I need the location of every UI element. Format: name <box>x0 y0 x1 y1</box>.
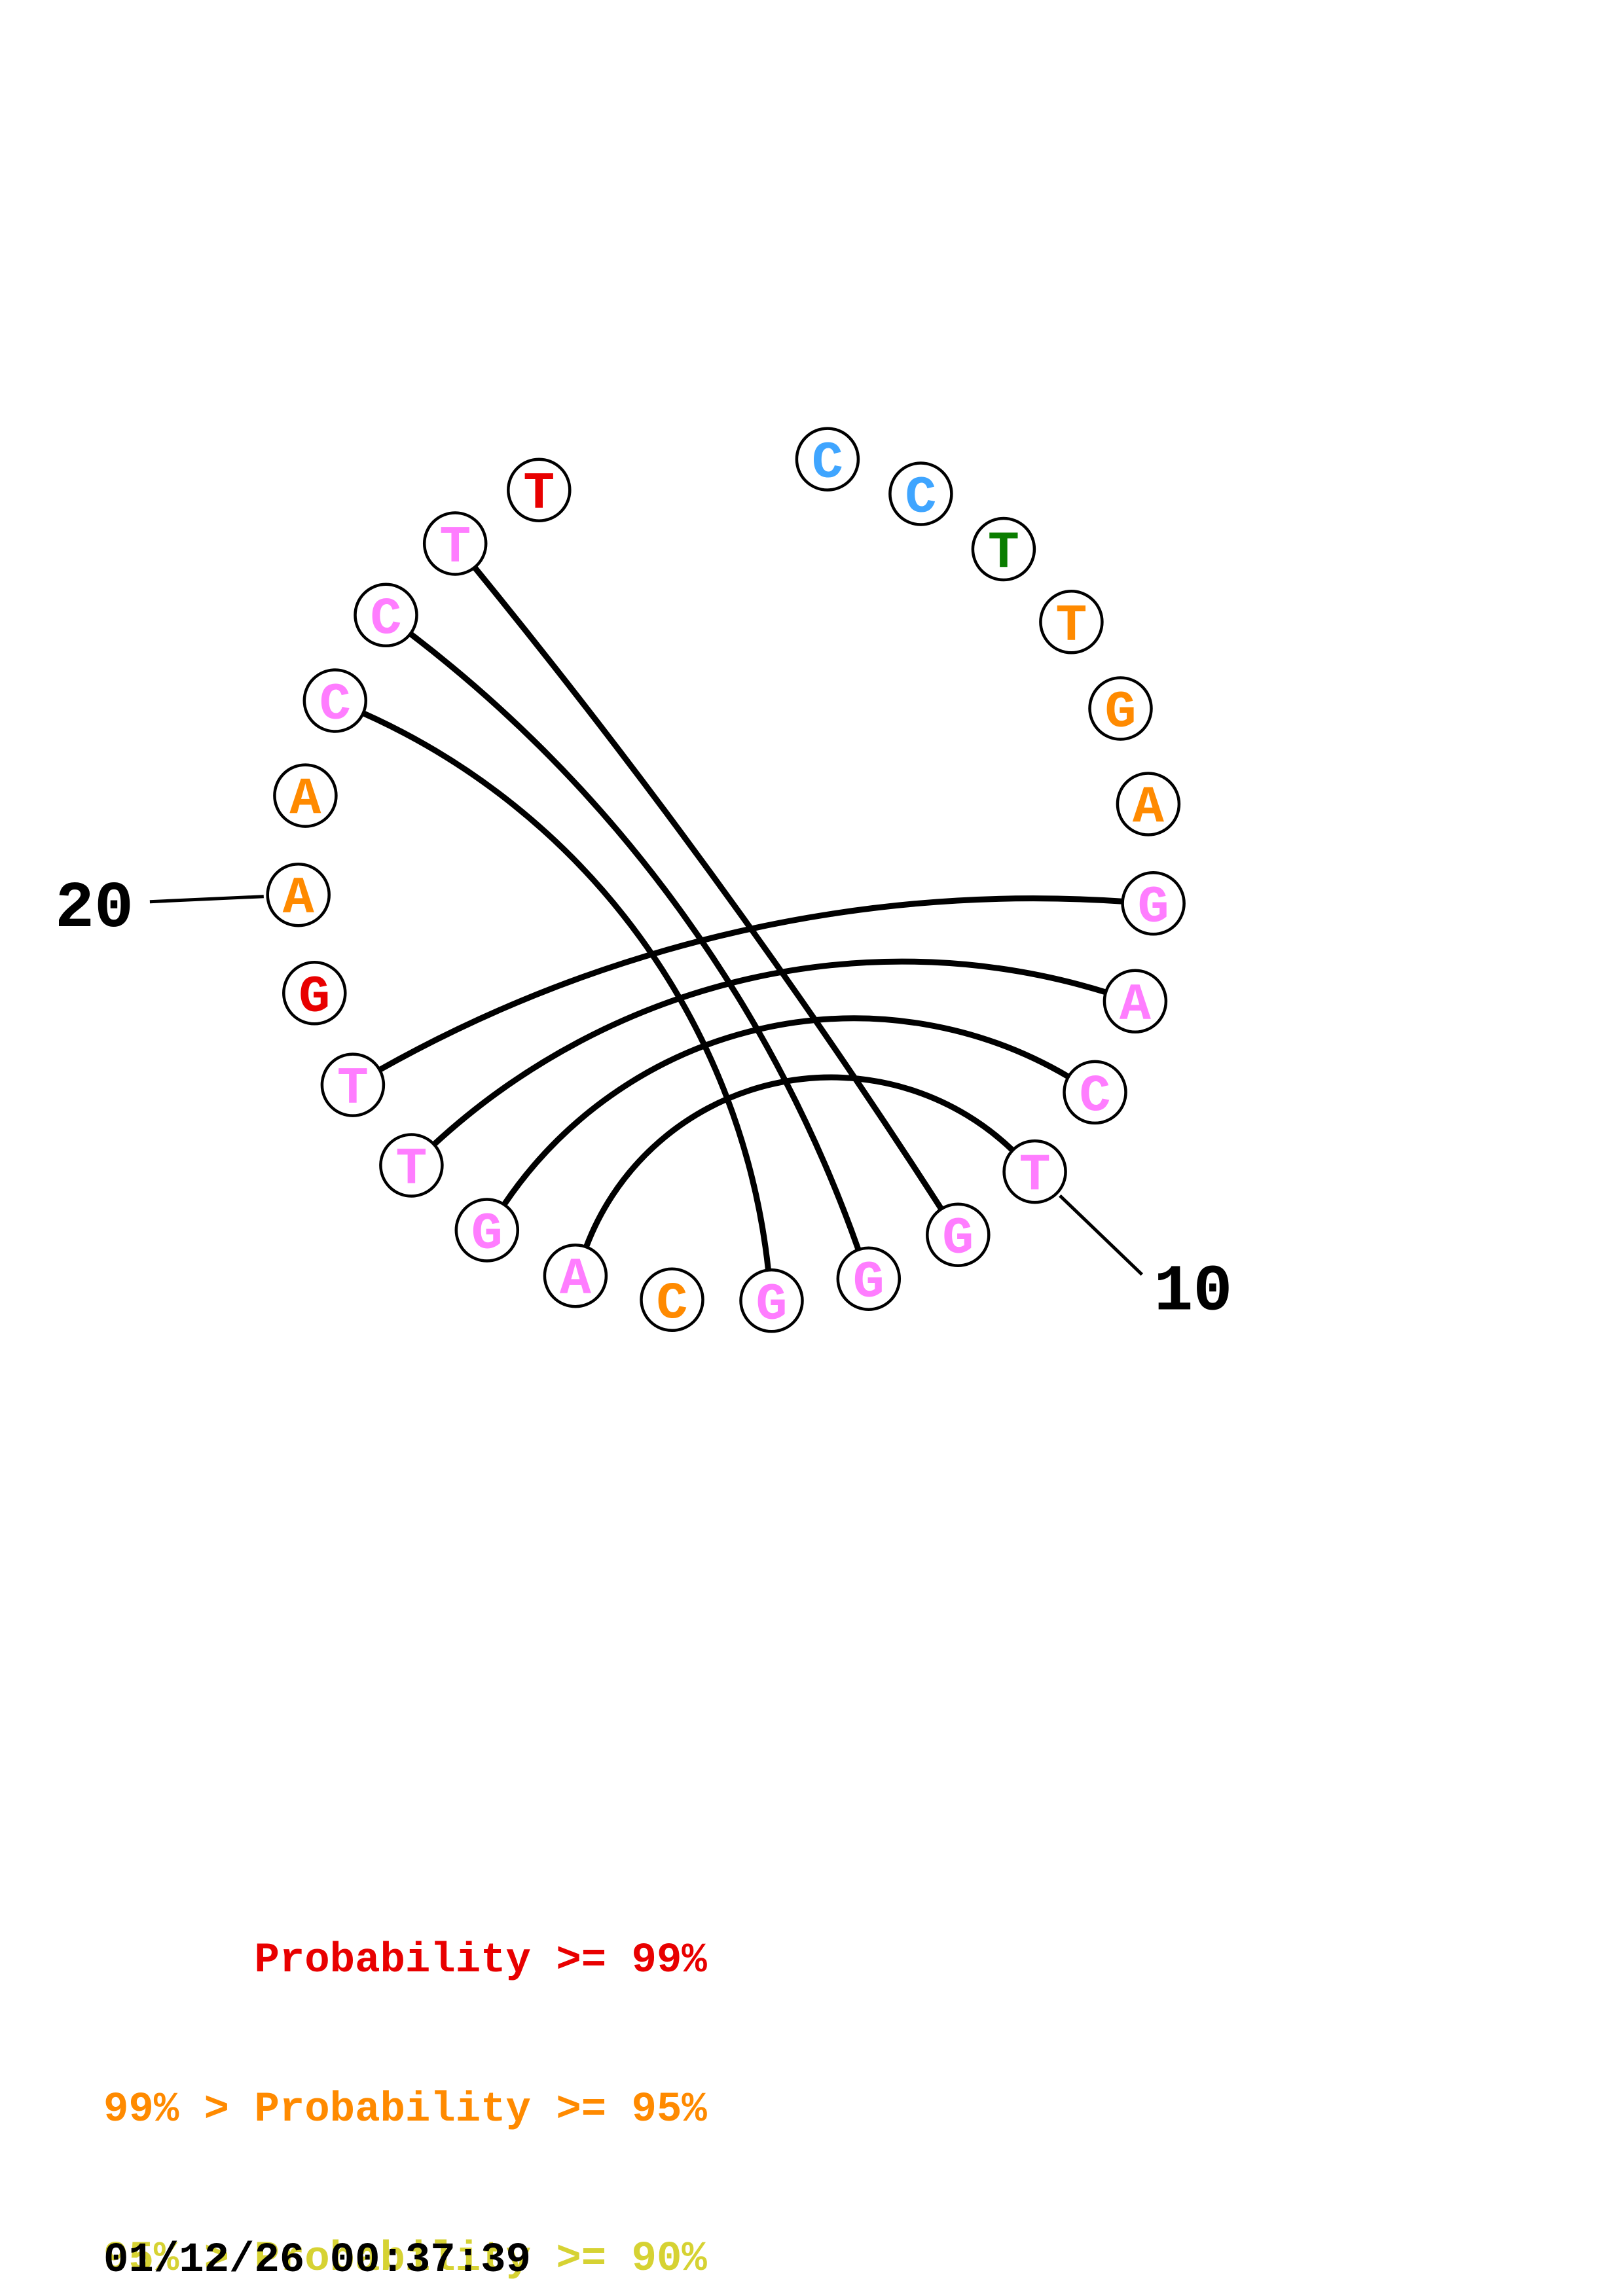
legend-row-ge99: Probability >= 99% <box>103 1937 707 1984</box>
nucleotide-circle <box>1063 1060 1127 1125</box>
nucleotide-circle <box>282 961 347 1026</box>
nucleotide-letter: G <box>853 1253 884 1313</box>
nucleotide: A <box>266 862 331 929</box>
nucleotide-letter: G <box>942 1210 974 1269</box>
legend-row-90: 95% > Probability >= 90% <box>103 2236 707 2283</box>
nucleotide: G <box>1121 871 1186 937</box>
nucleotide-letter: G <box>471 1205 503 1265</box>
number-label: 10 <box>1154 1256 1232 1330</box>
nucleotide-letter: G <box>756 1275 787 1335</box>
nucleotide-letter: T <box>1019 1146 1051 1206</box>
nucleotide: C <box>888 461 953 528</box>
probability-legend: Probability >= 99% 99% > Probability >= … <box>103 1837 707 2296</box>
nucleotide: G <box>926 1202 991 1269</box>
nucleotide-letter: A <box>283 869 315 929</box>
nucleotide-letter: T <box>1055 596 1087 656</box>
nucleotide-letter: A <box>560 1250 592 1310</box>
nucleotide-letter: C <box>370 590 401 649</box>
nucleotide-letter: T <box>439 518 471 578</box>
base-pair-arc <box>376 895 1126 1073</box>
nucleotide: T <box>507 457 572 524</box>
nucleotide-letter: A <box>1120 976 1152 1035</box>
nucleotide-circle <box>454 1198 520 1263</box>
nucleotide-circle <box>543 1243 608 1308</box>
nucleotide-letter: A <box>289 770 321 830</box>
nucleotide: C <box>1063 1060 1127 1126</box>
base-pair-arc <box>407 630 862 1253</box>
nucleotide-letter: C <box>812 434 843 493</box>
nucleotide-circle <box>302 668 368 733</box>
nucleotide: A <box>1116 772 1181 838</box>
nucleotide: T <box>1002 1139 1067 1206</box>
nucleotide-circle <box>1088 676 1153 741</box>
base-pair-arc <box>501 1015 1072 1208</box>
nucleotide-letter: C <box>319 675 351 735</box>
nucleotide-letter: T <box>395 1140 427 1200</box>
nucleotide-circle <box>354 583 418 648</box>
number-tick-line <box>149 895 264 904</box>
number-tick-line <box>1059 1194 1144 1276</box>
nucleotide-letter: C <box>905 469 936 528</box>
nucleotide-letter: T <box>523 465 555 524</box>
nucleotide: A <box>273 763 338 830</box>
nucleotide: C <box>302 668 368 735</box>
nucleotide-circle <box>1116 772 1181 836</box>
nucleotide-circle <box>320 1052 386 1117</box>
nucleotide-circle <box>1121 871 1186 936</box>
nucleotide: T <box>1039 590 1104 656</box>
base-pair-arc <box>471 564 945 1212</box>
nucleotide: C <box>795 427 860 493</box>
nucleotide-circle <box>888 461 953 526</box>
nucleotide-circle <box>795 427 860 492</box>
nucleotide: C <box>640 1267 704 1334</box>
base-pair-arc <box>583 1074 1016 1250</box>
nucleotide-letter: A <box>1133 779 1165 838</box>
nucleotide-letter: G <box>1104 683 1136 743</box>
nucleotide-letter: G <box>299 967 330 1027</box>
nucleotide: A <box>1103 969 1168 1035</box>
nucleotide-circle <box>836 1246 902 1311</box>
nucleotide-circle <box>739 1268 804 1333</box>
base-pair-arc <box>431 958 1109 1148</box>
nucleotide-circle <box>1039 590 1104 655</box>
nucleotide-circle <box>971 516 1036 582</box>
nucleotide-circle <box>266 862 331 927</box>
nucleotide-circle <box>379 1133 444 1198</box>
legend-row-95: 99% > Probability >= 95% <box>103 2087 707 2134</box>
nucleotide: G <box>454 1198 520 1265</box>
nucleotide: G <box>282 961 347 1027</box>
nucleotide: T <box>379 1133 444 1200</box>
nucleotide: G <box>1088 676 1153 743</box>
nucleotide-circle <box>422 511 488 576</box>
nucleotide: T <box>971 516 1036 583</box>
nucleotide-circle <box>507 457 572 522</box>
nucleotide-letter: T <box>337 1060 369 1119</box>
nucleotide-circle <box>1002 1139 1067 1204</box>
nucleotide: A <box>543 1243 608 1310</box>
nucleotide-letter: T <box>988 524 1019 583</box>
nucleotide: C <box>354 583 418 649</box>
nucleotide-circle <box>926 1202 991 1267</box>
nucleotide: G <box>836 1246 902 1313</box>
nucleotide-circle <box>1103 969 1168 1034</box>
nucleotide-letter: C <box>656 1274 687 1334</box>
nucleotide-circle <box>273 763 338 828</box>
number-label: 20 <box>55 872 134 946</box>
timestamp: 01/12/26 00:37:39 <box>103 2237 531 2284</box>
nucleotide-circle <box>640 1267 704 1333</box>
nucleotide: T <box>422 511 488 578</box>
base-pair-arc <box>360 710 771 1274</box>
nucleotide: G <box>739 1268 804 1335</box>
nucleotide: T <box>320 1052 386 1119</box>
nucleotide-letter: C <box>1079 1067 1110 1126</box>
nucleotide-letter: G <box>1138 878 1169 937</box>
